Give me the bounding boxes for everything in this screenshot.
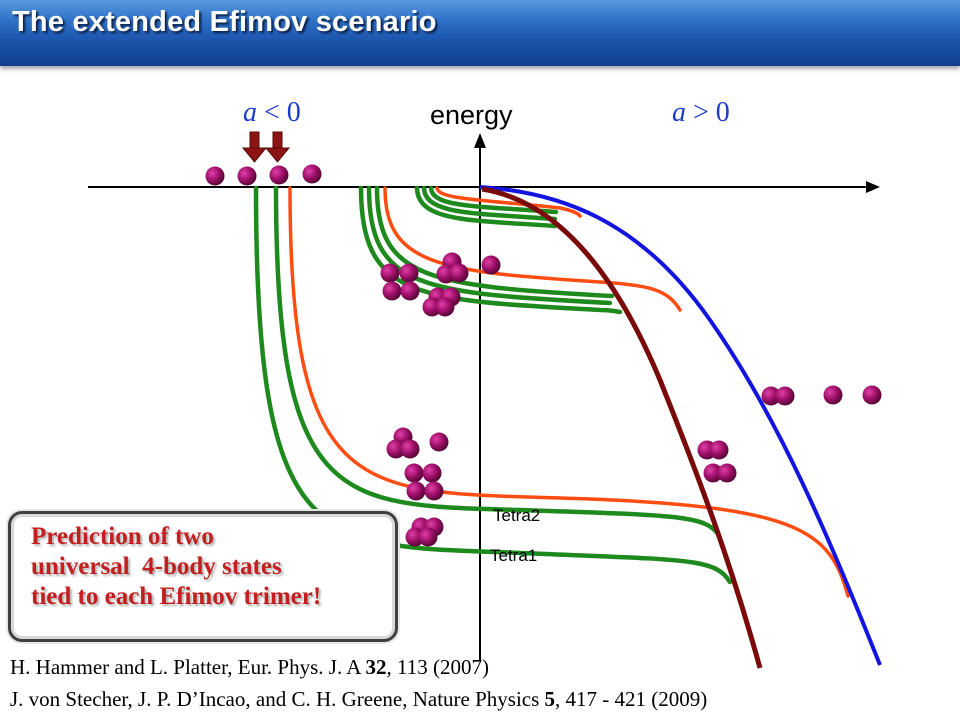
prediction-line-3: tied to each Efimov trimer! [31, 583, 322, 610]
lower-orange-curve [288, 186, 850, 598]
particle-icon [761, 386, 781, 406]
reference-1: H. Hammer and L. Platter, Eur. Phys. J. … [10, 655, 490, 679]
top-green-curve-1 [414, 185, 558, 229]
y-axis-arrowhead [474, 133, 486, 148]
particle-icon [399, 263, 419, 283]
top-green-curve-2 [421, 185, 558, 222]
top-orange-curve [435, 186, 582, 218]
upper-green-curve-2 [366, 185, 613, 306]
particle-icon [237, 166, 257, 186]
particle-icon [481, 255, 501, 275]
particle-icon [449, 263, 469, 283]
particle-icon [269, 165, 289, 185]
blue-threshold-curve [479, 185, 882, 666]
tetra2-green-curve [273, 185, 721, 537]
top-green-curve-3 [428, 185, 559, 215]
particle-icon [406, 481, 426, 501]
upper-curves [358, 185, 682, 315]
particle-icon [435, 297, 455, 317]
particle-icon [703, 463, 723, 483]
lower-curves [253, 185, 850, 598]
energy-label: energy [430, 100, 513, 130]
particle-icon [775, 386, 795, 406]
prediction-text: Prediction of two universal 4-body state… [31, 522, 321, 612]
particle-icon [709, 440, 729, 460]
particle-group [205, 164, 882, 547]
reference-2: J. von Stecher, J. P. D’Incao, and C. H.… [10, 687, 708, 711]
particle-icon [205, 166, 225, 186]
prediction-callout: Prediction of two universal 4-body state… [8, 511, 398, 642]
a-positive-label: a > 0 [672, 97, 730, 128]
tetra1-label: Tetra1 [490, 546, 537, 565]
prediction-line-2: universal 4-body states [31, 553, 282, 580]
x-axis-arrowhead [866, 181, 880, 193]
particle-icon [862, 385, 882, 405]
title-bar: The extended Efimov scenario [0, 0, 960, 66]
particle-icon [422, 297, 442, 317]
particle-icon [429, 432, 449, 452]
particle-icon [405, 527, 425, 547]
slide-title: The extended Efimov scenario [12, 6, 437, 38]
particle-icon [302, 164, 322, 184]
particle-icon [717, 463, 737, 483]
upper-green-curve-1 [358, 185, 623, 315]
particle-icon [380, 263, 400, 283]
prediction-line-1: Prediction of two [31, 523, 214, 550]
particle-icon [422, 463, 442, 483]
particle-icon [424, 481, 444, 501]
threshold-arrows [241, 131, 291, 163]
a-negative-label: a < 0 [243, 97, 301, 128]
upper-green-curve-3 [374, 185, 615, 299]
upper-orange-curve [383, 186, 682, 312]
darkred-trimer-curve [481, 186, 763, 669]
tetra1-green-curve [253, 185, 733, 585]
particle-icon [382, 281, 402, 301]
particle-icon [418, 527, 438, 547]
particle-icon [400, 281, 420, 301]
tetra2-label: Tetra2 [493, 506, 540, 525]
particle-icon [823, 385, 843, 405]
particle-icon [400, 439, 420, 459]
particle-icon [404, 463, 424, 483]
particle-icon [386, 439, 406, 459]
